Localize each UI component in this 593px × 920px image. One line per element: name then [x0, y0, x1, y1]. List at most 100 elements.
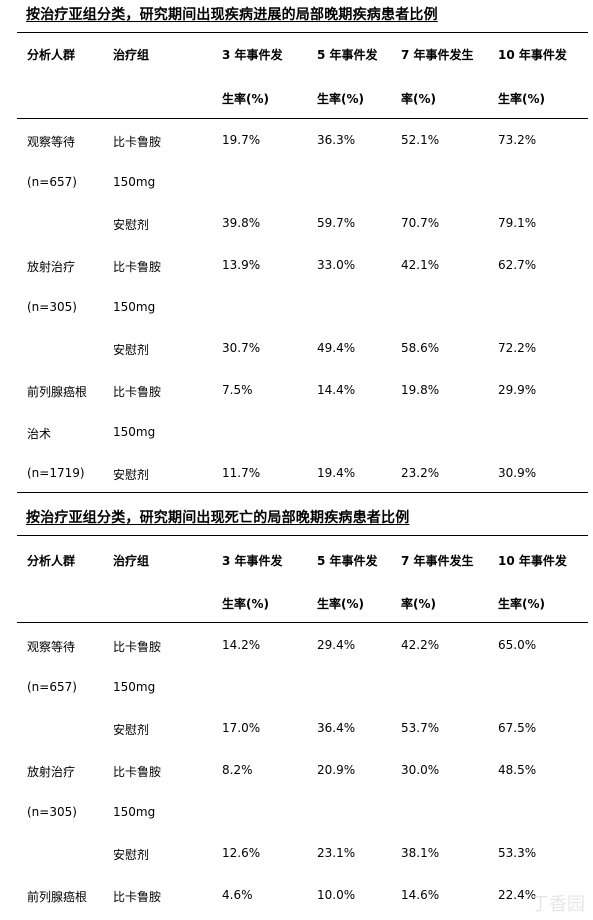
table2-header-5yr-line1: 5 年事件发	[317, 554, 378, 568]
table2-cell-group: 比卡鲁胺	[113, 765, 162, 779]
table2-header-population: 分析人群	[27, 554, 76, 568]
table1-header-population: 分析人群	[27, 48, 76, 62]
table1-cell-group: 安慰剂	[113, 218, 150, 232]
table1-cell-group: 150mg	[113, 175, 156, 189]
table1-cell-7yr: 23.2%	[401, 466, 440, 480]
table1-cell-10yr: 79.1%	[498, 216, 537, 230]
table2-cell-population: (n=305)	[27, 805, 77, 819]
table1-cell-population: 放射治疗	[27, 260, 76, 274]
table1-cell-group: 150mg	[113, 425, 156, 439]
table1-cell-population: (n=1719)	[27, 466, 85, 480]
table2-cell-group: 比卡鲁胺	[113, 890, 162, 904]
table1-cell-population: (n=657)	[27, 175, 77, 189]
table2-title: 按治疗亚组分类，研究期间出现死亡的局部晚期疾病患者比例	[26, 510, 410, 526]
table1-cell-5yr: 19.4%	[317, 466, 356, 480]
table2-header-rule	[17, 622, 588, 623]
table2-cell-population: 前列腺癌根	[27, 890, 88, 904]
table2-cell-3yr: 8.2%	[222, 763, 253, 777]
table2-cell-3yr: 14.2%	[222, 638, 261, 652]
table1-cell-3yr: 11.7%	[222, 466, 261, 480]
table2-cell-5yr: 10.0%	[317, 888, 356, 902]
table2-header-group: 治疗组	[113, 554, 150, 568]
table1-cell-group: 安慰剂	[113, 468, 150, 482]
table1-top-rule	[17, 32, 588, 33]
table1-cell-10yr: 30.9%	[498, 466, 537, 480]
table1-cell-5yr: 14.4%	[317, 383, 356, 397]
table1-cell-5yr: 36.3%	[317, 133, 356, 147]
table1-cell-7yr: 70.7%	[401, 216, 440, 230]
table2-header-3yr-line1: 3 年事件发	[222, 554, 283, 568]
table2-cell-group: 比卡鲁胺	[113, 640, 162, 654]
table1-cell-10yr: 62.7%	[498, 258, 537, 272]
table2-header-7yr-line2: 率(%)	[401, 597, 436, 611]
table2-header-5yr-line2: 生率(%)	[317, 597, 364, 611]
table1-cell-group: 安慰剂	[113, 343, 150, 357]
table2-header-3yr-line2: 生率(%)	[222, 597, 269, 611]
table2-top-rule	[17, 535, 588, 536]
table1-cell-7yr: 52.1%	[401, 133, 440, 147]
table2-header-10yr-line2: 生率(%)	[498, 597, 545, 611]
table1-header-7yr-line2: 率(%)	[401, 92, 436, 106]
table2-cell-10yr: 65.0%	[498, 638, 537, 652]
table2-header-7yr-line1: 7 年事件发生	[401, 554, 474, 568]
table1-header-10yr-line1: 10 年事件发	[498, 48, 567, 62]
table1-header-3yr-line1: 3 年事件发	[222, 48, 283, 62]
table2-cell-group: 安慰剂	[113, 723, 150, 737]
table2-cell-5yr: 23.1%	[317, 846, 356, 860]
table1-cell-7yr: 19.8%	[401, 383, 440, 397]
table2-cell-10yr: 48.5%	[498, 763, 537, 777]
table1-cell-7yr: 42.1%	[401, 258, 440, 272]
table1-cell-3yr: 13.9%	[222, 258, 261, 272]
table1-header-5yr-line1: 5 年事件发	[317, 48, 378, 62]
table1-cell-5yr: 59.7%	[317, 216, 356, 230]
table2-cell-3yr: 17.0%	[222, 721, 261, 735]
table2-cell-7yr: 14.6%	[401, 888, 440, 902]
table1-cell-3yr: 30.7%	[222, 341, 261, 355]
table2-cell-7yr: 42.2%	[401, 638, 440, 652]
table2-cell-7yr: 53.7%	[401, 721, 440, 735]
table1-cell-population: 观察等待	[27, 135, 76, 149]
table2-cell-population: (n=657)	[27, 680, 77, 694]
table1-cell-3yr: 39.8%	[222, 216, 261, 230]
table2-cell-3yr: 4.6%	[222, 888, 253, 902]
table2-cell-5yr: 29.4%	[317, 638, 356, 652]
table2-cell-group: 安慰剂	[113, 848, 150, 862]
table1-cell-5yr: 49.4%	[317, 341, 356, 355]
table2-cell-7yr: 30.0%	[401, 763, 440, 777]
table1-title: 按治疗亚组分类，研究期间出现疾病进展的局部晚期疾病患者比例	[26, 7, 438, 23]
table1-cell-group: 比卡鲁胺	[113, 260, 162, 274]
table1-cell-group: 150mg	[113, 300, 156, 314]
table1-header-3yr-line2: 生率(%)	[222, 92, 269, 106]
table2-cell-7yr: 38.1%	[401, 846, 440, 860]
table2-cell-10yr: 67.5%	[498, 721, 537, 735]
table1-cell-3yr: 19.7%	[222, 133, 261, 147]
table1-header-7yr-line1: 7 年事件发生	[401, 48, 474, 62]
table1-cell-group: 比卡鲁胺	[113, 385, 162, 399]
table1-bottom-rule	[17, 492, 588, 493]
table1-cell-population: 治术	[27, 427, 52, 441]
table1-cell-10yr: 29.9%	[498, 383, 537, 397]
table2-cell-population: 放射治疗	[27, 765, 76, 779]
table1-cell-10yr: 73.2%	[498, 133, 537, 147]
watermark-logo: 丁香园	[531, 894, 585, 915]
table2-cell-10yr: 22.4%	[498, 888, 537, 902]
table1-cell-7yr: 58.6%	[401, 341, 440, 355]
table1-header-rule	[17, 118, 588, 119]
table2-cell-group: 150mg	[113, 680, 156, 694]
table2-cell-10yr: 53.3%	[498, 846, 537, 860]
table1-cell-population: 前列腺癌根	[27, 385, 88, 399]
table1-header-group: 治疗组	[113, 48, 150, 62]
table2-header-10yr-line1: 10 年事件发	[498, 554, 567, 568]
table2-cell-3yr: 12.6%	[222, 846, 261, 860]
table1-header-10yr-line2: 生率(%)	[498, 92, 545, 106]
table2-cell-population: 观察等待	[27, 640, 76, 654]
table1-header-5yr-line2: 生率(%)	[317, 92, 364, 106]
table2-cell-5yr: 36.4%	[317, 721, 356, 735]
table2-cell-group: 150mg	[113, 805, 156, 819]
table1-cell-10yr: 72.2%	[498, 341, 537, 355]
table1-cell-5yr: 33.0%	[317, 258, 356, 272]
table2-cell-5yr: 20.9%	[317, 763, 356, 777]
table1-cell-3yr: 7.5%	[222, 383, 253, 397]
table1-cell-population: (n=305)	[27, 300, 77, 314]
table1-cell-group: 比卡鲁胺	[113, 135, 162, 149]
